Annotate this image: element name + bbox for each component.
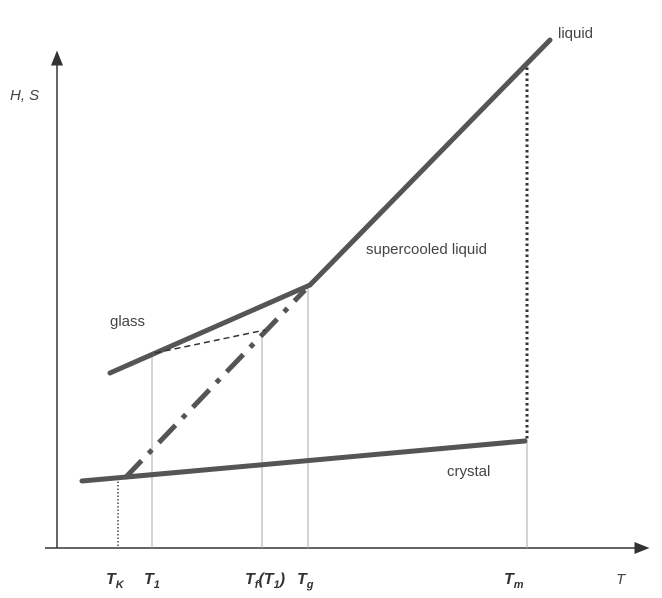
symbol: T <box>245 571 256 588</box>
guides <box>151 288 528 548</box>
temperature-label: Tg <box>297 571 314 591</box>
fictive-line <box>154 329 266 354</box>
temperature-label: T1 <box>144 571 160 591</box>
temperature-label: TK <box>106 571 125 591</box>
curve-label: glass <box>110 313 145 330</box>
symbol: T <box>144 571 155 588</box>
liquid-line <box>307 37 553 288</box>
curve-label: supercooled liquid <box>366 241 487 258</box>
temperature-labels: TK T1 Tf(T1) Tg Tm <box>106 571 524 591</box>
temperature-label: Tm <box>504 571 524 591</box>
y-label: H, S <box>10 87 39 104</box>
kauzmann-line <box>123 288 307 480</box>
glass-line <box>107 282 313 376</box>
temperature-label: Tf(T1) <box>245 571 285 591</box>
subscript: K <box>116 579 125 591</box>
subscript: f <box>255 579 260 591</box>
curve-label: crystal <box>447 463 490 480</box>
x-label: T <box>616 571 627 588</box>
symbol: T <box>504 571 515 588</box>
subscript: 1 <box>274 579 280 591</box>
symbol: T <box>297 571 308 588</box>
subscript: g <box>306 579 314 591</box>
subscript: 1 <box>154 579 160 591</box>
symbol: (T <box>258 571 274 588</box>
subscript: m <box>514 579 524 591</box>
symbol: ) <box>278 571 285 588</box>
curve-label: liquid <box>558 25 593 42</box>
symbol: T <box>106 571 117 588</box>
crystal-line <box>79 438 528 484</box>
